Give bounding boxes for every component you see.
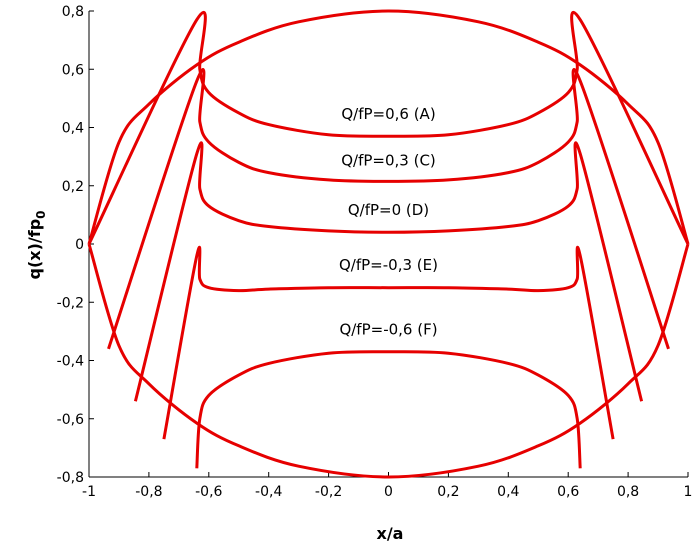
series-line-c	[107, 68, 670, 350]
curves	[87, 9, 690, 479]
series-line-a	[87, 10, 690, 245]
y-axis-label: q(x)/fp0	[25, 210, 48, 279]
x-axis-label: x/a	[377, 524, 404, 543]
y-tick-label: -0,6	[57, 412, 84, 428]
x-tick-label: -0,6	[195, 484, 222, 500]
y-tick-label: 0,4	[62, 121, 84, 137]
series-line-e	[162, 245, 615, 440]
y-tick-label: 0,6	[62, 62, 84, 78]
label-c: Q/fP=0,3 (C)	[341, 151, 436, 169]
x-tick-label: 1	[684, 484, 693, 500]
semicircle-upper-line	[87, 9, 690, 245]
y-tick-label: -0,2	[57, 295, 84, 311]
y-axis-label-sub: 0	[34, 210, 48, 218]
x-tick-label: -0,8	[135, 484, 162, 500]
x-tick-label: 0,4	[497, 484, 519, 500]
y-axis-label-main: q(x)/fp	[25, 219, 44, 280]
x-tick-label: -0,2	[315, 484, 342, 500]
x-tick-label: 0	[384, 484, 393, 500]
series-line-f	[195, 350, 582, 469]
label-f: Q/fP=-0,6 (F)	[339, 320, 437, 338]
y-tick-label: 0	[75, 237, 84, 253]
x-tick-label: 0,6	[557, 484, 579, 500]
label-a: Q/fP=0,6 (A)	[341, 105, 435, 123]
semicircle-lower-line	[87, 243, 690, 479]
x-tick-label: 0,8	[617, 484, 639, 500]
series-line-d	[133, 141, 644, 402]
y-tick-label: -0,8	[57, 470, 84, 486]
label-d: Q/fP=0 (D)	[348, 201, 429, 219]
axes: -1 -0,8 -0,6 -0,4 -0,2 0 0,2 0,4 0,6 0,8 10,80,60,…	[57, 4, 693, 500]
label-e: Q/fP=-0,3 (E)	[339, 256, 438, 274]
x-tick-label: -1	[82, 484, 96, 500]
x-tick-label: 0,2	[437, 484, 459, 500]
y-tick-label: 0,2	[62, 179, 84, 195]
annotations: Q/fP=0,6 (A) Q/fP=0,3 (C) Q/fP=0 (D) Q/fP=-…	[339, 105, 438, 339]
x-tick-label: -0,4	[255, 484, 282, 500]
y-tick-label: -0,4	[57, 354, 84, 370]
y-tick-label: 0,8	[62, 4, 84, 20]
